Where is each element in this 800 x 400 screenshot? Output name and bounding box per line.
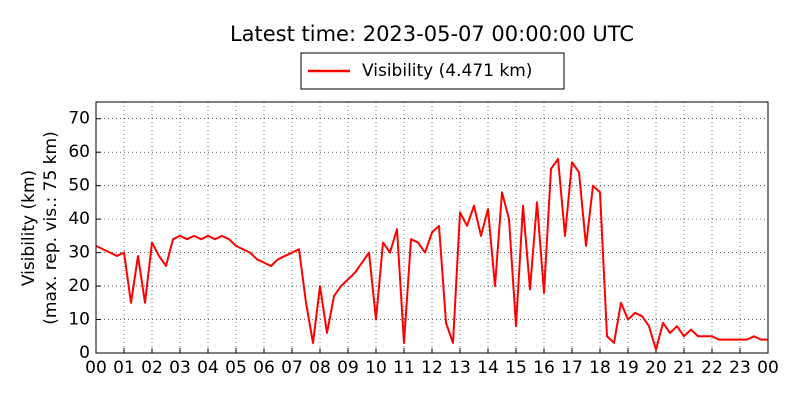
x-tick-label: 10	[365, 358, 387, 378]
x-tick-label: 09	[337, 358, 359, 378]
x-tick-label: 16	[533, 358, 555, 378]
x-tick-label: 00	[757, 358, 779, 378]
chart-title: Latest time: 2023-05-07 00:00:00 UTC	[230, 22, 634, 46]
x-tick-label: 15	[505, 358, 527, 378]
y-tick-label: 10	[68, 310, 90, 330]
x-tick-label: 06	[253, 358, 275, 378]
data-line	[95, 157, 768, 351]
x-tick-label: 22	[701, 358, 723, 378]
plot-frame	[95, 101, 769, 354]
legend-label: Visibility (4.471 km)	[362, 61, 532, 81]
y-axis-label: Visibility (km) (max. rep. vis.: 75 km)	[19, 131, 61, 324]
y-tick-label: 50	[68, 176, 90, 196]
x-tick-label: 03	[169, 358, 191, 378]
x-tick-label: 20	[645, 358, 667, 378]
y-tick-label: 30	[68, 243, 90, 263]
x-tick-label: 04	[197, 358, 219, 378]
x-tick-label: 12	[421, 358, 443, 378]
x-tick-label: 11	[393, 358, 415, 378]
x-tick-label: 17	[561, 358, 583, 378]
y-tick-label: 60	[68, 142, 90, 162]
x-tick-label: 01	[113, 358, 135, 378]
y-tick-label: 40	[68, 209, 90, 229]
x-tick-label: 18	[589, 358, 611, 378]
x-tick-label: 00	[85, 358, 107, 378]
x-tick-label: 13	[449, 358, 471, 378]
x-tick-label: 21	[673, 358, 695, 378]
x-tick-label: 08	[309, 358, 331, 378]
y-tick-label: 20	[68, 276, 90, 296]
x-tick-label: 02	[141, 358, 163, 378]
y-label-line: Visibility (km)	[19, 170, 39, 286]
x-tick-label: 05	[225, 358, 247, 378]
y-label-line: (max. rep. vis.: 75 km)	[41, 131, 61, 324]
x-tick-label: 23	[729, 358, 751, 378]
y-tick-label: 0	[79, 343, 90, 363]
y-tick-label: 70	[68, 109, 90, 129]
x-tick-label: 19	[617, 358, 639, 378]
x-tick-label: 07	[281, 358, 303, 378]
x-tick-label: 14	[477, 358, 499, 378]
